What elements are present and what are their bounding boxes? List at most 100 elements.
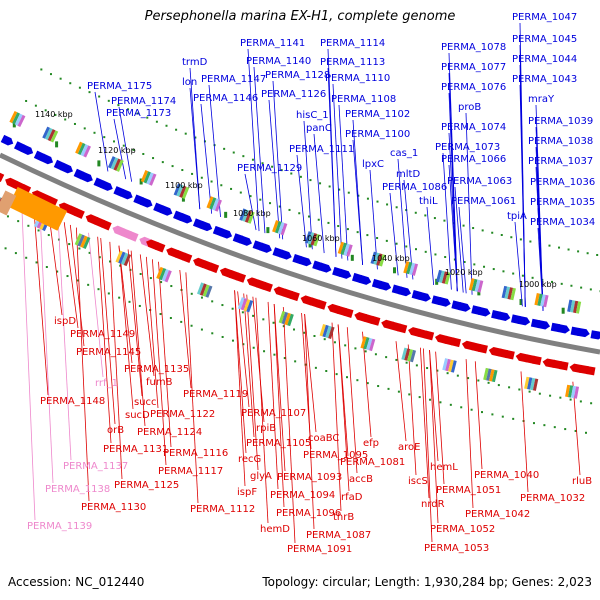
leader-line (352, 139, 364, 266)
gene-label: accB (349, 474, 373, 485)
gene-label: PERMA_1037 (528, 156, 593, 167)
feature-block (118, 251, 126, 264)
scale-tick (181, 169, 184, 172)
scale-tick (333, 341, 336, 344)
reverse-gene-arrow (529, 355, 542, 366)
scale-tick (169, 316, 172, 319)
scale-tick (221, 335, 224, 338)
scale-tick (142, 152, 145, 155)
scale-tick (14, 252, 17, 255)
scale-tick (405, 245, 408, 248)
gene-label: succ (134, 397, 157, 408)
feature-block (115, 250, 123, 263)
scale-tick (584, 431, 587, 434)
scale-tick (328, 185, 331, 188)
gene-label: PERMA_1131 (103, 444, 168, 455)
scale-tick (190, 292, 193, 295)
scale-tick (553, 426, 556, 429)
feature-block (468, 278, 475, 291)
scale-label-1000: 1000 kbp (519, 280, 557, 289)
feature-block (80, 235, 88, 248)
scale-tick (337, 225, 340, 228)
scale-tick (127, 108, 130, 111)
feature-block (567, 299, 573, 312)
scale-tick (567, 248, 570, 251)
feature-block (277, 222, 285, 235)
scale-tick (59, 77, 62, 80)
gene-label: PERMA_1034 (530, 217, 595, 228)
scale-tick (283, 357, 286, 360)
scale-tick (239, 191, 242, 194)
gene-label: PERMA_1139 (27, 521, 92, 532)
scale-tick (338, 188, 341, 191)
gene-label: lon (182, 77, 197, 88)
scale-tick (405, 361, 408, 364)
scale-tick (263, 350, 266, 353)
feature-block (444, 272, 451, 285)
scale-tick (385, 239, 388, 242)
scale-tick (586, 252, 589, 255)
feature-block (343, 243, 350, 256)
feature-block (75, 141, 83, 154)
leader-line (268, 99, 281, 239)
leader-line (514, 221, 523, 307)
forward-gene-arrow (477, 306, 491, 317)
scale-tick (113, 140, 116, 143)
gene-label: PERMA_1091 (287, 544, 352, 555)
reverse-gene-arrow (582, 366, 596, 376)
gene-label: lpxC (362, 159, 384, 170)
scale-tick (139, 178, 143, 185)
feature-block (159, 267, 167, 281)
feature-block (120, 252, 129, 265)
feature-block (209, 197, 217, 210)
leader-line (63, 222, 79, 329)
gene-label: PERMA_1119 (183, 389, 248, 400)
map-title: Persephonella marina EX-H1, complete gen… (144, 9, 456, 24)
scale-tick (472, 227, 475, 230)
forward-gene-labels: PERMA_1047 PERMA_1045 PERMA_1044 PERMA_1… (87, 12, 595, 228)
gene-label: PERMA_1096 (276, 508, 341, 519)
scale-tick (242, 343, 245, 346)
scale-tick (354, 347, 357, 350)
forward-gene-arrow (438, 297, 451, 307)
scale-tick (27, 224, 30, 227)
gene-label: PERMA_1043 (512, 74, 577, 85)
leader-line (185, 272, 199, 504)
feature-block (474, 279, 481, 292)
scale-tick (374, 353, 377, 356)
leader-line (267, 301, 279, 490)
leader-line (397, 158, 408, 278)
scale-label-1040: 1040 kbp (372, 254, 410, 263)
scale-tick (251, 158, 254, 161)
scale-tick (49, 73, 52, 76)
leader-line (419, 347, 430, 499)
feature-block (12, 112, 21, 125)
scale-tick (241, 311, 244, 314)
scale-tick (460, 406, 463, 409)
scale-tick (12, 121, 16, 128)
leader-line (33, 208, 49, 396)
scale-tick (83, 127, 86, 130)
scale-tick (424, 214, 427, 217)
forward-gene-arrow (60, 162, 73, 174)
leader-line (296, 154, 307, 248)
reverse-gene-arrow (99, 220, 112, 231)
feature-block (441, 271, 448, 284)
scale-tick (426, 367, 429, 370)
scale-tick (223, 147, 226, 150)
feature-block (340, 242, 347, 255)
gene-label: rfaD (341, 492, 363, 503)
forward-gene-arrow (199, 220, 213, 232)
leader-line (465, 112, 473, 295)
gene-label: PERMA_1086 (382, 182, 447, 193)
feature-block (401, 347, 408, 360)
leader-line (407, 344, 417, 476)
feature-block (44, 127, 53, 141)
scale-tick (17, 220, 20, 223)
scale-tick (139, 272, 142, 275)
leader-line (454, 186, 464, 293)
scale-tick (405, 209, 408, 212)
feature-block (507, 287, 514, 300)
reverse-gene-arrow (502, 350, 515, 360)
feature-block (573, 386, 580, 399)
